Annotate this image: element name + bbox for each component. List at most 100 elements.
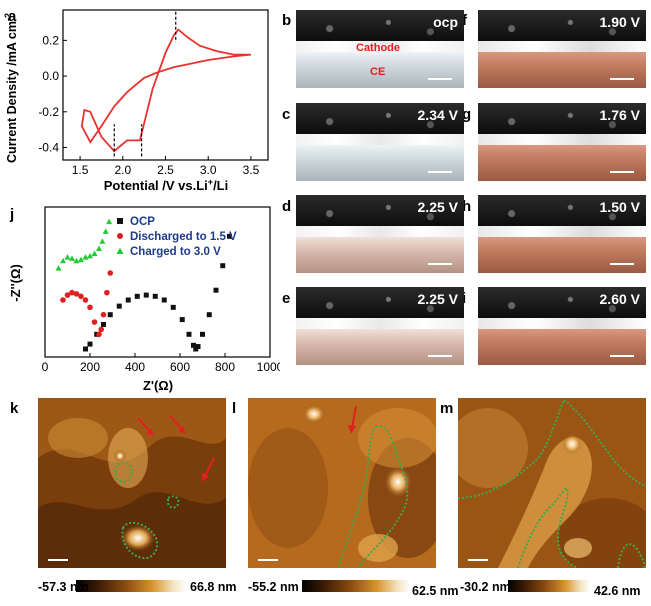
micrograph-voltage-label: ocp	[433, 14, 458, 30]
eis-point-charged	[106, 218, 113, 225]
micrograph-voltage-label: 1.90 V	[599, 14, 640, 30]
panel-label-f: f	[462, 12, 467, 29]
eis-point-charged	[91, 250, 98, 256]
colorbar-m	[508, 580, 590, 592]
eis-xlabel: Z'(Ω)	[143, 378, 173, 393]
eis-point-ocp	[227, 233, 232, 239]
micrograph-electrolyte-layer	[478, 145, 646, 181]
panel-label-l: l	[232, 400, 237, 417]
micrograph-electrolyte-layer	[296, 145, 464, 181]
eis-point-ocp	[195, 344, 201, 350]
eis-xtick-label: 400	[125, 360, 145, 374]
cv-xtick-label: 3.5	[243, 163, 260, 177]
panel-label-i: i	[462, 290, 467, 307]
panel-label-a: a	[8, 8, 17, 25]
legend-label: Charged to 3.0 V	[130, 246, 221, 258]
micrograph-interface	[478, 41, 646, 53]
micrograph-interface	[296, 134, 464, 146]
cv-xtick-label: 2.5	[157, 163, 174, 177]
micrograph-electrolyte-layer	[478, 52, 646, 88]
eis-point-ocp	[191, 342, 196, 348]
cathode-annotation: Cathode	[356, 42, 400, 54]
micrograph-interface	[296, 226, 464, 238]
eis-point-charged	[99, 238, 106, 244]
cv-xtick-label: 1.5	[72, 163, 89, 177]
eis-point-discharged	[60, 297, 66, 303]
afm-l-topography	[248, 398, 436, 568]
eis-point-ocp	[134, 293, 140, 299]
micrograph-scale-bar	[428, 171, 452, 173]
cv-chart: 1.5 2.0 2.5 3.0 3.5 0.2 0.0 -0.2 -0.4 Potential …	[3, 9, 269, 193]
micrograph-electrolyte-layer	[478, 329, 646, 365]
panel-label-j: j	[10, 206, 15, 223]
eis-xtick-label: 1000	[257, 360, 280, 374]
micrograph-electrolyte-layer	[478, 237, 646, 273]
eis-point-ocp	[87, 341, 93, 347]
eis-point-ocp	[200, 331, 205, 337]
eis-point-discharged	[98, 326, 105, 333]
micrograph-cathode-layer	[296, 287, 464, 319]
eis-xtick-label: 600	[170, 360, 190, 374]
eis-point-ocp	[206, 312, 212, 318]
eis-point-ocp	[186, 331, 192, 337]
colorbar-l-min: -55.2 nm	[248, 580, 299, 594]
micrograph-scale-bar	[610, 171, 634, 173]
colorbar-l	[302, 580, 410, 592]
micrograph-cathode-layer	[478, 287, 646, 319]
afm-image-k	[38, 398, 226, 568]
micrograph-cathode-layer	[478, 103, 646, 135]
afm-image-m	[458, 398, 646, 568]
micrograph-scale-bar	[610, 78, 634, 80]
micrograph-cathode-layer	[478, 10, 646, 42]
eis-point-ocp	[101, 322, 106, 327]
colorbar-m-min: -30.2 nm	[460, 580, 511, 594]
eis-point-charged	[78, 256, 84, 263]
eis-xtick-label: 800	[215, 360, 235, 374]
eis-point-charged	[102, 228, 109, 234]
afm-image-l	[248, 398, 436, 568]
cv-curve	[80, 28, 251, 153]
panel-label-m: m	[440, 400, 454, 417]
eis-ylabel: -Z''(Ω)	[8, 264, 23, 302]
eis-point-charged	[73, 257, 80, 264]
colorbar-m-max: 42.6 nm	[594, 584, 641, 598]
eis-point-discharged	[78, 293, 84, 300]
panel-label-k: k	[10, 400, 19, 417]
micrograph-cathode-layer	[296, 103, 464, 135]
micrograph-g: 1.76 V	[478, 103, 646, 181]
eis-point-discharged	[82, 297, 89, 303]
micrograph-electrolyte-layer	[296, 237, 464, 273]
eis-chart: 0 200 400 600 800 1000 OCP Discharged to 1.5 V…	[8, 206, 280, 393]
afm-k-topography	[38, 398, 226, 568]
legend-marker-charged	[116, 247, 124, 254]
eis-point-charged	[87, 252, 93, 259]
eis-point-ocp	[170, 304, 176, 310]
micrograph-interface	[296, 318, 464, 330]
eis-point-charged	[64, 254, 71, 260]
micrograph-electrolyte-layer	[296, 329, 464, 365]
eis-point-ocp	[83, 346, 88, 352]
ce-annotation: CE	[370, 66, 386, 78]
micrograph-voltage-label: 2.60 V	[599, 291, 640, 307]
micrograph-b: ocp	[296, 10, 464, 88]
colorbar-k-max: 66.8 nm	[190, 580, 237, 594]
legend-marker-ocp	[117, 218, 123, 224]
cv-ytick-label: 0.2	[42, 33, 59, 47]
micrograph-interface	[478, 226, 646, 238]
micrograph-cathode-layer	[296, 10, 464, 42]
micrograph-e: 2.25 V	[296, 287, 464, 365]
eis-point-charged	[60, 257, 66, 264]
eis-point-discharged	[107, 270, 114, 276]
eis-point-ocp	[125, 297, 131, 303]
eis-point-ocp	[213, 287, 219, 293]
panel-label-b: b	[282, 12, 292, 29]
eis-plot-frame	[44, 206, 271, 358]
eis-xtick-label: 200	[80, 360, 100, 374]
eis-point-discharged	[69, 289, 75, 296]
eis-point-ocp	[179, 317, 185, 323]
micrograph-interface	[478, 318, 646, 330]
eis-point-discharged	[73, 291, 80, 297]
micrograph-scale-bar	[428, 263, 452, 265]
eis-point-ocp	[107, 312, 113, 318]
eis-xtick-label: 0	[42, 360, 49, 374]
